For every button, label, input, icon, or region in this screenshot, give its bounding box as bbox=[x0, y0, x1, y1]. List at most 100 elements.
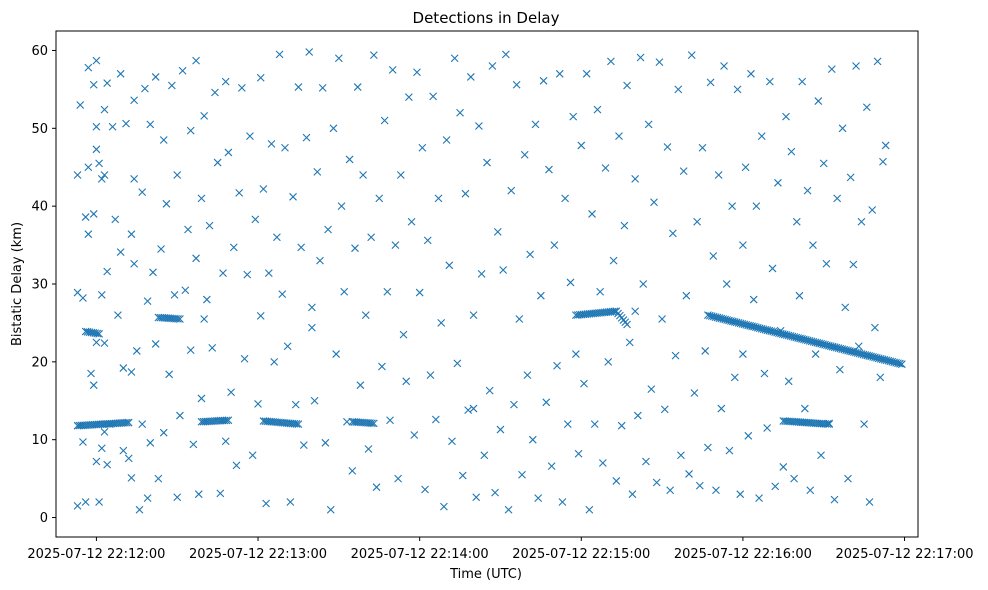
data-point bbox=[663, 143, 672, 151]
data-point bbox=[787, 147, 796, 156]
data-point bbox=[79, 294, 87, 302]
data-point bbox=[383, 287, 392, 296]
data-point bbox=[286, 498, 295, 506]
data-point bbox=[361, 311, 370, 320]
data-point bbox=[620, 221, 629, 230]
data-point bbox=[243, 270, 252, 279]
data-point bbox=[291, 400, 300, 409]
data-point bbox=[413, 68, 421, 77]
data-point bbox=[580, 379, 588, 388]
data-point bbox=[92, 122, 101, 131]
data-point bbox=[143, 297, 152, 306]
plot-frame bbox=[55, 30, 919, 538]
data-point bbox=[189, 440, 198, 449]
data-point bbox=[119, 364, 128, 372]
data-point bbox=[677, 451, 685, 460]
data-point bbox=[550, 241, 559, 249]
data-point bbox=[141, 84, 149, 93]
data-point bbox=[650, 198, 658, 207]
data-point bbox=[237, 83, 246, 92]
data-point bbox=[246, 132, 254, 140]
x-axis-label: Time (UTC) bbox=[449, 567, 522, 582]
data-point bbox=[222, 416, 231, 425]
data-point bbox=[157, 245, 165, 253]
data-point bbox=[174, 315, 182, 323]
data-point bbox=[814, 97, 823, 105]
data-point bbox=[138, 188, 147, 197]
data-point bbox=[108, 122, 117, 131]
data-point bbox=[526, 250, 534, 259]
data-point bbox=[359, 171, 367, 179]
data-point bbox=[472, 493, 481, 502]
data-point bbox=[604, 357, 613, 366]
data-point bbox=[881, 141, 890, 150]
data-point bbox=[730, 373, 739, 382]
data-point bbox=[493, 227, 502, 236]
data-point bbox=[235, 189, 244, 197]
data-point bbox=[469, 404, 478, 413]
data-point bbox=[103, 267, 112, 276]
data-point bbox=[100, 105, 109, 114]
data-point bbox=[577, 141, 586, 150]
data-point bbox=[485, 386, 494, 395]
data-point bbox=[404, 93, 413, 102]
data-point bbox=[852, 62, 860, 70]
data-point bbox=[297, 243, 306, 252]
x-axis: 2025-07-12 22:12:00 2025-07-12 22:13:00 20… bbox=[27, 537, 974, 562]
data-point bbox=[582, 69, 591, 78]
data-point bbox=[211, 88, 219, 97]
data-point bbox=[313, 168, 322, 176]
data-point bbox=[186, 346, 195, 355]
data-point bbox=[111, 215, 120, 224]
data-point bbox=[192, 56, 200, 65]
data-point bbox=[84, 163, 93, 172]
data-point bbox=[368, 419, 376, 428]
data-point bbox=[321, 438, 330, 447]
data-point bbox=[553, 361, 561, 370]
data-point bbox=[507, 186, 516, 195]
data-point bbox=[426, 371, 435, 379]
data-point bbox=[173, 493, 182, 502]
data-point bbox=[159, 136, 168, 144]
data-point bbox=[897, 360, 906, 369]
data-point bbox=[679, 167, 688, 176]
data-point bbox=[596, 287, 605, 296]
x-tick-label: 2025-07-12 22:14:00 bbox=[351, 547, 489, 562]
data-point bbox=[512, 80, 521, 89]
data-point bbox=[809, 241, 817, 249]
data-point bbox=[316, 256, 324, 265]
data-point bbox=[695, 481, 704, 490]
data-point bbox=[388, 66, 397, 74]
data-point bbox=[186, 126, 195, 135]
data-point bbox=[639, 280, 648, 288]
data-point bbox=[833, 194, 842, 203]
data-point bbox=[95, 159, 103, 168]
data-point bbox=[655, 58, 664, 67]
data-point bbox=[130, 259, 139, 268]
data-point bbox=[324, 225, 332, 234]
data-point bbox=[515, 315, 524, 323]
data-point bbox=[423, 236, 432, 245]
data-point bbox=[149, 268, 157, 277]
data-point bbox=[879, 157, 887, 166]
data-point bbox=[739, 350, 747, 358]
data-point bbox=[399, 330, 408, 339]
data-point bbox=[835, 365, 844, 374]
data-point bbox=[434, 194, 443, 203]
data-point bbox=[566, 278, 575, 287]
data-point bbox=[348, 466, 357, 475]
data-point bbox=[84, 63, 93, 72]
data-point bbox=[817, 451, 825, 460]
x-tick-label: 2025-07-12 22:17:00 bbox=[835, 547, 973, 562]
data-point bbox=[127, 473, 136, 482]
data-point bbox=[124, 454, 133, 463]
data-point bbox=[671, 351, 680, 360]
data-point bbox=[367, 233, 376, 242]
data-point bbox=[89, 80, 98, 89]
data-point bbox=[146, 438, 155, 447]
x-tick-label: 2025-07-12 22:12:00 bbox=[27, 547, 165, 562]
data-point bbox=[197, 394, 206, 403]
data-point bbox=[868, 206, 877, 214]
data-point bbox=[267, 139, 276, 148]
data-point bbox=[227, 388, 235, 397]
